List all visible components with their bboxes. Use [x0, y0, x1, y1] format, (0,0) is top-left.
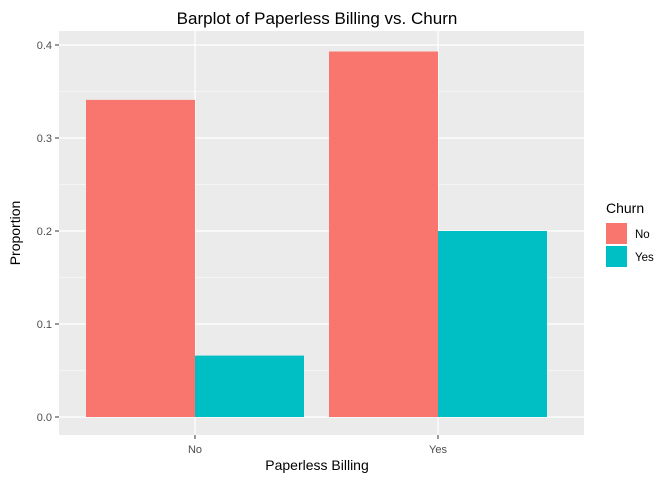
y-axis-ticks: 0.0 0.1 0.2 0.3 0.4 [37, 40, 59, 424]
legend-key [606, 223, 627, 244]
x-axis-ticks: No Yes [188, 435, 447, 456]
x-axis-title: Paperless Billing [265, 457, 369, 473]
legend-key [606, 246, 627, 267]
legend-title: Churn [606, 200, 644, 216]
bar [438, 231, 547, 417]
y-tick-label: 0.4 [37, 40, 52, 52]
y-axis-title: Proportion [7, 201, 23, 266]
y-tick-label: 0.0 [37, 412, 52, 424]
y-tick-label: 0.3 [37, 133, 52, 145]
chart-title: Barplot of Paperless Billing vs. Churn [177, 9, 458, 28]
bar [195, 355, 304, 417]
bar [329, 51, 438, 417]
x-tick-label: No [188, 444, 202, 456]
bars [86, 51, 547, 418]
legend-label: No [635, 229, 650, 241]
legend: Churn No Yes [606, 200, 654, 267]
bar [86, 99, 195, 418]
x-tick-label: Yes [429, 444, 447, 456]
y-tick-label: 0.1 [37, 319, 52, 331]
y-tick-label: 0.2 [37, 226, 52, 238]
legend-label: Yes [635, 252, 654, 264]
